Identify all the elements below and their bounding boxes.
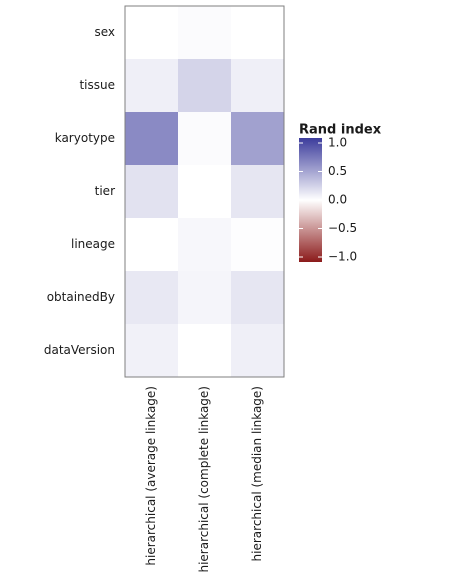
heatmap-cell <box>125 112 179 166</box>
heatmap-cell <box>125 271 179 325</box>
colorbar-label: 1.0 <box>328 136 347 150</box>
x-tick-label: hierarchical (complete linkage) <box>197 386 211 573</box>
y-tick-label: lineage <box>71 237 115 251</box>
x-tick-label: hierarchical (median linkage) <box>250 386 264 561</box>
heatmap-cell <box>125 165 179 219</box>
heatmap-cell <box>231 218 285 272</box>
colorbar-label: 0.0 <box>328 193 347 207</box>
heatmap-cell <box>125 218 179 272</box>
y-tick-label: karyotype <box>55 131 115 145</box>
legend-title: Rand index <box>299 123 382 138</box>
y-tick-label: sex <box>94 25 115 39</box>
heatmap-cell <box>231 6 285 60</box>
colorbar <box>299 138 322 262</box>
y-tick-label: tier <box>95 184 115 198</box>
heatmap-cell <box>125 324 179 378</box>
y-tick-label: dataVersion <box>44 343 115 357</box>
heatmap-cell <box>178 6 232 60</box>
colorbar-label: 0.5 <box>328 164 347 178</box>
heatmap-cell <box>231 59 285 113</box>
heatmap-cell <box>178 218 232 272</box>
x-tick-label: hierarchical (average linkage) <box>144 386 158 566</box>
colorbar-label: −0.5 <box>328 221 357 235</box>
y-tick-label: obtainedBy <box>47 290 115 304</box>
colorbar-label: −1.0 <box>328 250 357 264</box>
heatmap-cell <box>231 112 285 166</box>
heatmap-cell <box>178 59 232 113</box>
heatmap-cell <box>125 6 179 60</box>
panel-border <box>124 5 285 378</box>
heatmap-cell <box>178 165 232 219</box>
heatmap-cell <box>125 59 179 113</box>
heatmap-cell <box>231 271 285 325</box>
heatmap-cell <box>231 324 285 378</box>
heatmap-cell <box>231 165 285 219</box>
heatmap-cell <box>178 112 232 166</box>
y-tick-label: tissue <box>79 78 115 92</box>
heatmap-cell <box>178 271 232 325</box>
heatmap-cell <box>178 324 232 378</box>
